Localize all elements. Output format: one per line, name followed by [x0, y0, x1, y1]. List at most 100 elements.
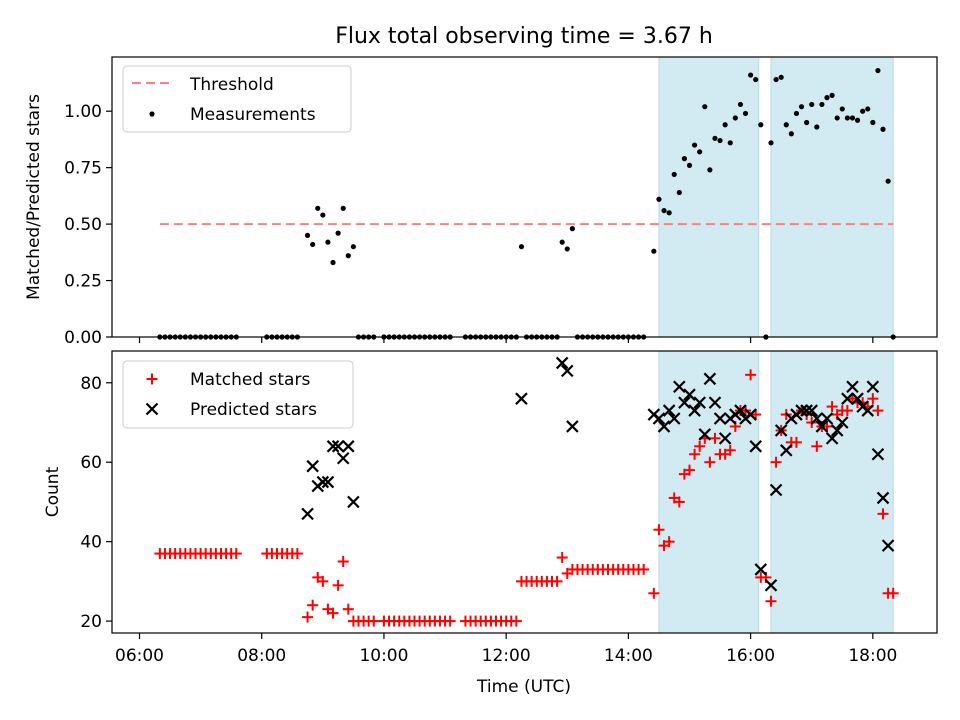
- predicted-star-point: [754, 563, 768, 576]
- matched-star-point: [230, 548, 242, 560]
- measurement-point: [854, 117, 861, 123]
- measurement-point: [870, 119, 876, 126]
- matched-star-point: [291, 548, 303, 560]
- measurement-point: [804, 119, 810, 126]
- measurement-point: [753, 76, 759, 83]
- matched-star-point: [684, 464, 695, 476]
- x-tick-label: 14:00: [604, 646, 653, 666]
- x-tick-label: 16:00: [726, 646, 775, 666]
- predicted-star-point: [800, 404, 813, 417]
- measurement-point: [885, 178, 891, 184]
- measurement-point: [865, 106, 871, 112]
- y-tick-label: 0.00: [64, 328, 102, 348]
- predicted-star-point: [683, 388, 696, 401]
- legend-measurements-swatch: [149, 111, 155, 117]
- measurement-point: [666, 210, 672, 216]
- matched-star-point: [770, 456, 782, 468]
- measurement-point: [702, 104, 708, 110]
- matched-star-point: [709, 432, 721, 444]
- measurement-point: [748, 72, 754, 78]
- predicted-stars-points: [301, 356, 895, 592]
- measurement-point: [834, 115, 840, 121]
- matched-star-point: [867, 393, 879, 405]
- predicted-star-point: [708, 396, 722, 409]
- x-tick-label: 18:00: [848, 646, 897, 666]
- matched-star-point: [302, 611, 314, 623]
- predicted-star-point: [881, 539, 895, 552]
- predicted-star-point: [769, 483, 783, 497]
- predicted-star-point: [876, 491, 890, 505]
- matched-star-point: [327, 607, 339, 619]
- measurement-point: [732, 115, 738, 121]
- measurement-point: [651, 248, 657, 254]
- measurement-point: [315, 205, 321, 211]
- measurement-point: [686, 162, 693, 168]
- predicted-star-point: [841, 392, 854, 405]
- matched-star-point: [745, 369, 757, 381]
- measurement-point: [335, 230, 341, 236]
- predicted-star-point: [515, 392, 528, 405]
- y-tick-label: 0.75: [64, 159, 102, 179]
- shaded-interval: [658, 56, 760, 338]
- measurement-point: [671, 171, 677, 178]
- predicted-star-point: [301, 507, 314, 521]
- matched-star-point: [653, 524, 665, 536]
- y-tick-label: 40: [80, 533, 102, 553]
- matched-star-point: [689, 448, 701, 460]
- predicted-star-point: [835, 416, 849, 429]
- legend-matched-swatch: [146, 373, 158, 385]
- top-axes: 0.00 0.25 0.50 0.75 1.00 Matched/Predicted s…: [24, 56, 938, 348]
- predicted-star-point: [306, 459, 319, 473]
- matched-star-point: [790, 436, 802, 448]
- predicted-star-point: [744, 408, 757, 421]
- predicted-star-point: [774, 424, 788, 437]
- shaded-interval: [770, 56, 894, 338]
- measurement-point: [564, 246, 570, 252]
- matched-star-point: [510, 615, 522, 627]
- predicted-star-point: [815, 420, 829, 433]
- predicted-star-point: [331, 440, 345, 453]
- legend-measurements-label: Measurements: [190, 105, 316, 125]
- legend-matched-label: Matched stars: [190, 370, 310, 390]
- legend-predicted-label: Predicted stars: [190, 400, 317, 420]
- measurement-point: [569, 226, 575, 232]
- matched-star-point: [307, 599, 319, 611]
- measurement-point: [829, 92, 835, 98]
- predicted-star-point: [703, 372, 717, 386]
- measurement-point: [798, 104, 805, 110]
- measurement-point: [737, 101, 744, 108]
- top-legend: Threshold Measurements: [122, 65, 352, 133]
- measurement-point: [768, 140, 774, 146]
- predicted-star-point: [846, 380, 859, 394]
- x-tick-label: 12:00: [482, 646, 531, 666]
- top-axes-frame: [111, 56, 938, 338]
- y-tick-label: 0.50: [64, 215, 102, 235]
- y-tick-label: 0.25: [64, 272, 102, 292]
- measurement-point: [340, 205, 346, 211]
- bottom-axes: 20 40 60 80 06:00 08:00 10:00 12:00 14:00 16:00 18…: [43, 350, 938, 697]
- measurement-point: [875, 67, 881, 74]
- x-tick-label: 10:00: [359, 646, 408, 666]
- measurement-point: [814, 124, 820, 130]
- predicted-star-point: [662, 404, 676, 417]
- legend-predicted-swatch: [145, 402, 159, 416]
- measurement-point: [849, 115, 856, 121]
- matched-star-point: [877, 508, 889, 520]
- measurement-point: [676, 189, 682, 196]
- matched-star-point: [317, 575, 329, 587]
- matched-star-point: [663, 536, 675, 548]
- y-tick-label: 60: [80, 453, 102, 473]
- predicted-star-point: [764, 579, 778, 592]
- matched-star-point: [887, 587, 899, 599]
- measurement-point: [707, 167, 713, 173]
- matched-star-point: [841, 405, 853, 417]
- bottom-legend-box: [122, 360, 354, 429]
- top-axis-ticks: 0.00 0.25 0.50 0.75 1.00: [64, 102, 874, 348]
- matched-star-point: [694, 440, 706, 452]
- predicted-star-point: [871, 447, 885, 461]
- matched-star-point: [826, 401, 838, 413]
- predicted-star-point: [326, 440, 340, 453]
- measurement-point: [788, 131, 794, 137]
- measurement-point: [819, 101, 825, 108]
